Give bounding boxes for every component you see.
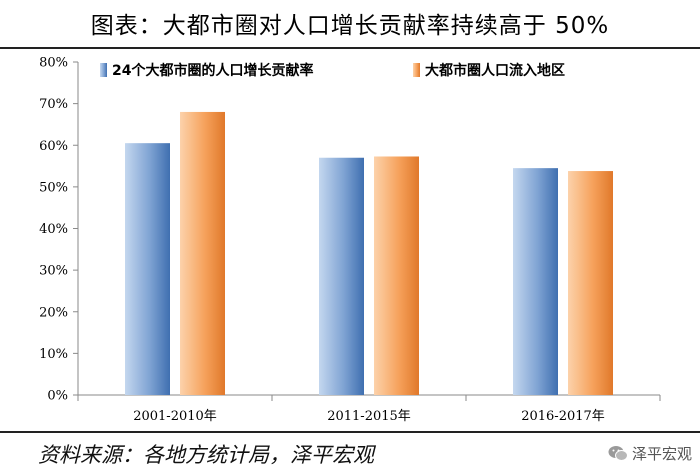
x-category-labels: 2001-2010年 2011-2015年 2016-2017年 (133, 409, 605, 424)
chart-bars (125, 111, 613, 395)
y-tick-label: 20% (39, 305, 68, 320)
bar-series-2 (568, 171, 613, 395)
y-tick-label: 70% (39, 97, 68, 112)
y-tick-label: 10% (39, 347, 68, 362)
source-note: 资料来源：各地方统计局，泽平宏观 (38, 443, 374, 467)
bar-chart: 0% 10% 20% 30% 40% 50% 60% 70% 80% 2001-2010年 201… (39, 56, 661, 424)
bar-series-1 (513, 168, 558, 395)
chart-axes (73, 61, 661, 401)
title-rule (0, 47, 700, 49)
chart-title: 图表：大都市圈对人口增长贡献率持续高于 50% (90, 13, 610, 39)
x-category-label: 2016-2017年 (521, 409, 605, 424)
y-tick-label: 80% (39, 56, 68, 71)
x-category-label: 2011-2015年 (327, 409, 411, 424)
chart-title-bar: 图表：大都市圈对人口增长贡献率持续高于 50% (0, 0, 700, 46)
watermark: 泽平宏观 (608, 443, 692, 464)
bar-series-2 (180, 111, 225, 395)
footer: 资料来源：各地方统计局，泽平宏观 泽平宏观 (0, 431, 700, 474)
y-tick-label: 40% (39, 222, 68, 237)
legend-label-2: 大都市圈人口流入地区 (425, 62, 565, 79)
y-tick-label: 50% (39, 180, 68, 195)
y-tick-label: 60% (39, 139, 68, 154)
y-tick-label: 0% (47, 389, 68, 404)
bar-series-1 (319, 157, 364, 395)
legend-swatch-2 (413, 63, 420, 77)
legend-swatch-1 (100, 63, 107, 77)
chart-legend: 24个大都市圈的人口增长贡献率 大都市圈人口流入地区 (100, 62, 565, 79)
y-tick-label: 30% (39, 264, 68, 279)
watermark-text: 泽平宏观 (631, 445, 692, 463)
wechat-icon (608, 446, 628, 461)
bar-series-2 (374, 156, 419, 395)
legend-label-1: 24个大都市圈的人口增长贡献率 (112, 62, 313, 79)
x-category-label: 2001-2010年 (133, 409, 217, 424)
bar-series-1 (125, 143, 170, 395)
y-tick-labels: 0% 10% 20% 30% 40% 50% 60% 70% 80% (39, 56, 68, 404)
